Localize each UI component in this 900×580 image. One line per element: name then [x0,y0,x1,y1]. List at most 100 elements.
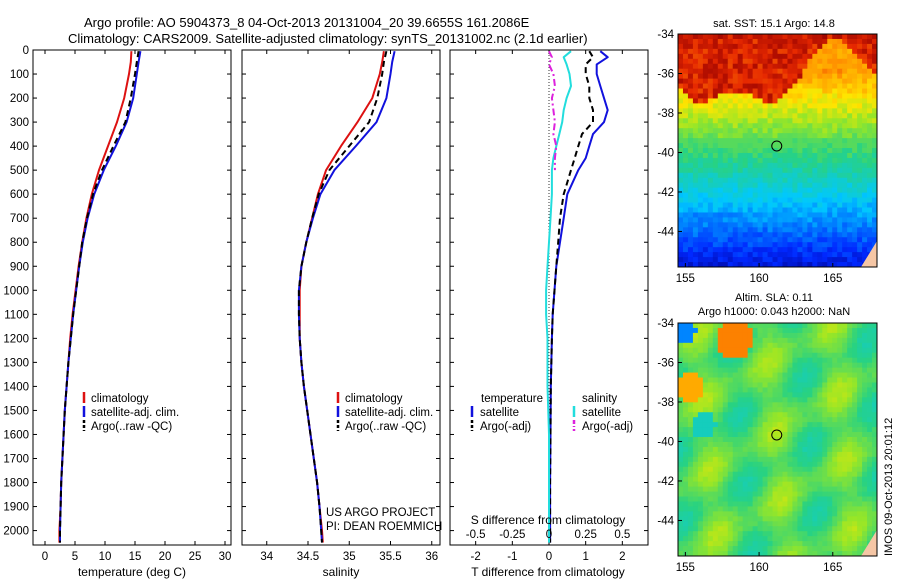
map-cell [762,133,768,139]
map-cell [678,118,684,124]
map-cell [747,531,754,537]
map-cell [767,187,773,194]
map-cell [687,456,694,463]
map-cell [817,88,823,94]
map-cell [867,187,873,194]
map-cell [757,48,763,55]
map-cell [732,138,739,144]
map-cell [757,516,763,522]
map-cell [807,342,813,349]
map-cell [742,143,749,149]
map-cell [792,337,798,344]
map-cell [697,372,704,378]
map-cell [767,123,773,129]
map-cell [687,377,694,383]
map-cell [707,93,714,99]
map-cell [787,128,793,134]
map-cell [807,481,813,487]
map-cell [762,197,768,203]
map-cell [702,451,709,458]
map-cell [807,407,813,413]
map-cell [852,437,858,443]
map-cell [727,247,734,253]
map-cell [678,98,684,104]
map-cell [732,506,739,512]
map-cell [697,476,704,483]
map-cell [682,531,689,537]
map-cell [682,73,689,80]
map-cell [747,357,754,364]
map-cell [717,367,724,373]
map-cell [732,157,739,164]
map-cell [697,377,704,383]
map-cell [678,123,684,129]
map-cell [712,227,719,233]
map-cell [797,187,803,194]
map-cell [742,242,749,248]
map-cell [837,422,843,428]
map-cell [722,506,729,512]
map-cell [867,432,873,438]
map-cell [747,212,754,218]
map-cell [732,162,739,169]
map-cell [797,342,803,349]
map-cell [802,157,808,164]
map-cell [712,451,719,458]
map-cell [732,93,739,99]
map-cell [767,63,773,70]
sst-float-marker [771,140,783,152]
map-cell [732,123,739,129]
map-cell [777,34,783,40]
map-cell [717,412,724,418]
map-cell [697,43,704,50]
map-cell [682,486,689,492]
map-cell [762,207,768,213]
map-cell [872,34,878,40]
map-cell [862,451,868,458]
map-cell [777,397,783,403]
map-cell [742,192,749,198]
map-cell [802,232,808,238]
map-cell [867,337,873,344]
map-cell [762,387,768,393]
map-cell [702,202,709,208]
map-cell [872,441,878,448]
map-cell [832,212,838,218]
map-cell [697,382,704,388]
map-cell [678,546,684,552]
map-cell [772,118,778,124]
map-cell [852,182,858,189]
map-cell [772,38,778,45]
map-cell [692,222,699,228]
map-cell [752,451,759,458]
map-cell [787,516,793,522]
map-cell [767,207,773,213]
sst-axis-ticks: 155 160 165-34-36-38-40-42-44 [657,29,842,285]
map-cell [772,252,778,258]
map-cell [842,68,848,75]
map-cell [702,182,709,189]
map-cell [767,352,773,359]
map-cell [697,347,704,354]
map-cell [722,103,729,109]
map-cell [707,217,714,223]
map-cell [717,88,724,94]
map-cell [817,58,823,65]
map-cell [822,202,828,208]
map-cell [727,377,734,383]
map-cell [722,402,729,408]
map-cell [687,192,694,198]
map-cell [857,506,863,512]
map-cell [722,34,729,40]
map-cell [817,526,823,532]
map-cell [827,387,833,393]
map-cell [832,506,838,512]
map-cell [772,357,778,364]
map-cell [827,496,833,502]
map-cell [692,177,699,184]
map-cell [737,332,744,339]
map-cell [752,382,759,388]
map-cell [742,63,749,70]
map-cell [842,451,848,458]
map-cell [867,88,873,94]
